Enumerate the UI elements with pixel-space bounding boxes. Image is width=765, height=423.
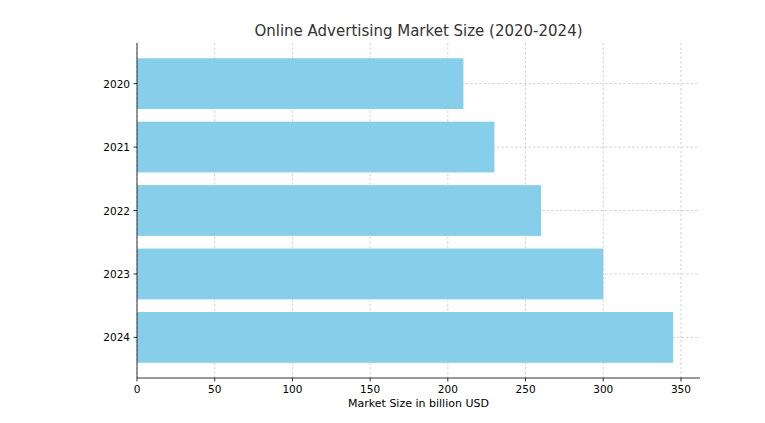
bar [137, 122, 494, 173]
x-tick [137, 378, 138, 382]
y-tick [134, 210, 138, 211]
x-tick [447, 378, 448, 382]
y-tick [134, 273, 138, 274]
chart: 0 50 100 150 200 250 300 350 2020 2021 2022 2023 202… [0, 0, 765, 423]
y-tick-label: 2022 [103, 205, 130, 217]
x-grid-line [680, 43, 681, 378]
x-tick-label: 250 [516, 383, 536, 395]
x-tick-label: 200 [438, 383, 458, 395]
x-tick [214, 378, 215, 382]
x-tick [525, 378, 526, 382]
y-tick [134, 83, 138, 84]
y-tick [134, 337, 138, 338]
x-tick [603, 378, 604, 382]
bar [137, 185, 541, 236]
y-tick [134, 147, 138, 148]
x-tick-label: 300 [593, 383, 613, 395]
bar [137, 249, 603, 300]
bar [137, 58, 463, 109]
y-tick-label: 2024 [103, 331, 130, 343]
x-tick-label: 100 [282, 383, 302, 395]
title: Online Advertising Market Size (2020-202… [254, 22, 582, 40]
x-tick-label: 50 [208, 383, 221, 395]
x-tick-label: 0 [134, 383, 141, 395]
x-tick-label: 350 [671, 383, 691, 395]
x-axis-line [137, 378, 700, 379]
bar [137, 312, 673, 363]
x-tick [370, 378, 371, 382]
y-tick-label: 2020 [103, 78, 130, 90]
x-tick [680, 378, 681, 382]
y-tick-label: 2021 [103, 141, 130, 153]
x-axis-label: Market Size in billion USD [348, 397, 489, 410]
x-tick [292, 378, 293, 382]
bars [137, 58, 673, 363]
x-tick-label: 150 [360, 383, 380, 395]
y-tick-label: 2023 [103, 268, 130, 280]
grid [137, 43, 700, 378]
